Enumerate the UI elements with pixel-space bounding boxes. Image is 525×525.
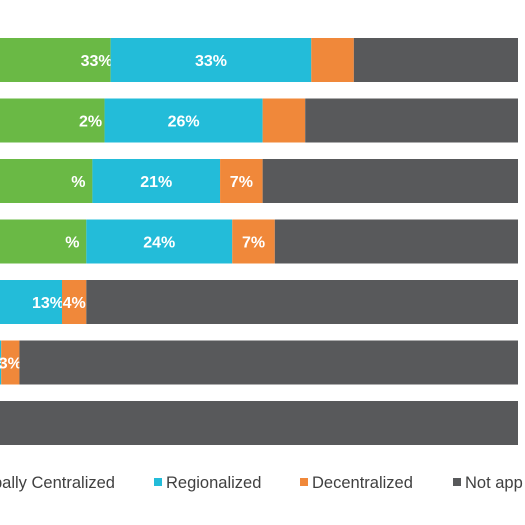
legend-label-series3: Decentralized	[312, 474, 413, 492]
bar-label-row2-series2: 26%	[168, 114, 200, 131]
bar-segment-row6-series2	[0, 340, 2, 385]
bar-segment-row1-series2	[110, 38, 312, 82]
legend-swatch-series3	[300, 478, 308, 486]
bar-segment-row4-series4	[274, 219, 518, 264]
bar-segment-row6-series3	[1, 340, 20, 385]
bar-label-row6-series3: 3%	[0, 356, 22, 373]
bar-label-row4-series1: %	[65, 235, 79, 252]
bar-label-row4-series3: 7%	[242, 235, 265, 252]
bar-segment-row1-series4	[353, 38, 518, 82]
bar-label-row4-series2: 24%	[143, 235, 175, 252]
bar-segment-row2-series3	[262, 98, 306, 143]
bar-label-row5-series3: 4%	[63, 295, 86, 312]
bar-label-row1-series1: 33%	[81, 53, 113, 70]
bar-label-row3-series3: 7%	[230, 174, 253, 191]
bar-segment-row7-series4	[0, 401, 518, 445]
bar-label-row2-series1: 2%	[79, 114, 102, 131]
bar-segment-row4-series2	[86, 219, 233, 264]
legend-swatch-series4	[453, 478, 461, 486]
bar-segment-row3-series2	[92, 159, 221, 203]
bar-segment-row3-series4	[262, 159, 518, 203]
bars-group: 33%33%2%26%%21%7%%24%7%13%4%10%3%10%2%	[0, 38, 518, 445]
legend-item-series2: Regionalized	[154, 474, 261, 492]
legend: bally Centralized Regionalized Decentraliz…	[0, 474, 523, 492]
bar-segment-row5-series4	[86, 280, 518, 324]
bar-segment-row6-series4	[19, 340, 518, 385]
bar-segment-row4-series1	[0, 219, 87, 264]
bar-segment-row1-series1	[0, 38, 111, 82]
legend-item-series4: Not app	[453, 474, 523, 492]
bar-label-row5-series2: 13%	[32, 295, 64, 312]
bar-label-row3-series1: %	[71, 174, 85, 191]
bar-segment-row5-series3	[62, 280, 87, 324]
legend-label-series1: bally Centralized	[0, 474, 115, 492]
bar-label-row3-series2: 21%	[140, 174, 172, 191]
legend-swatch-series2	[154, 478, 162, 486]
bar-segment-row2-series1	[0, 98, 105, 143]
bar-segment-row1-series3	[311, 38, 354, 82]
legend-label-series4: Not app	[465, 474, 523, 492]
bar-label-row1-series2: 33%	[195, 53, 227, 70]
bar-segment-row5-series2	[0, 280, 63, 324]
legend-label-series2: Regionalized	[166, 474, 261, 492]
legend-item-series3: Decentralized	[300, 474, 413, 492]
bar-segment-row4-series3	[232, 219, 275, 264]
legend-item-series1: bally Centralized	[0, 474, 115, 492]
bar-segment-row3-series3	[220, 159, 263, 203]
bar-segment-row2-series2	[104, 98, 263, 143]
bar-segment-row2-series4	[305, 98, 518, 143]
bar-segment-row3-series1	[0, 159, 93, 203]
